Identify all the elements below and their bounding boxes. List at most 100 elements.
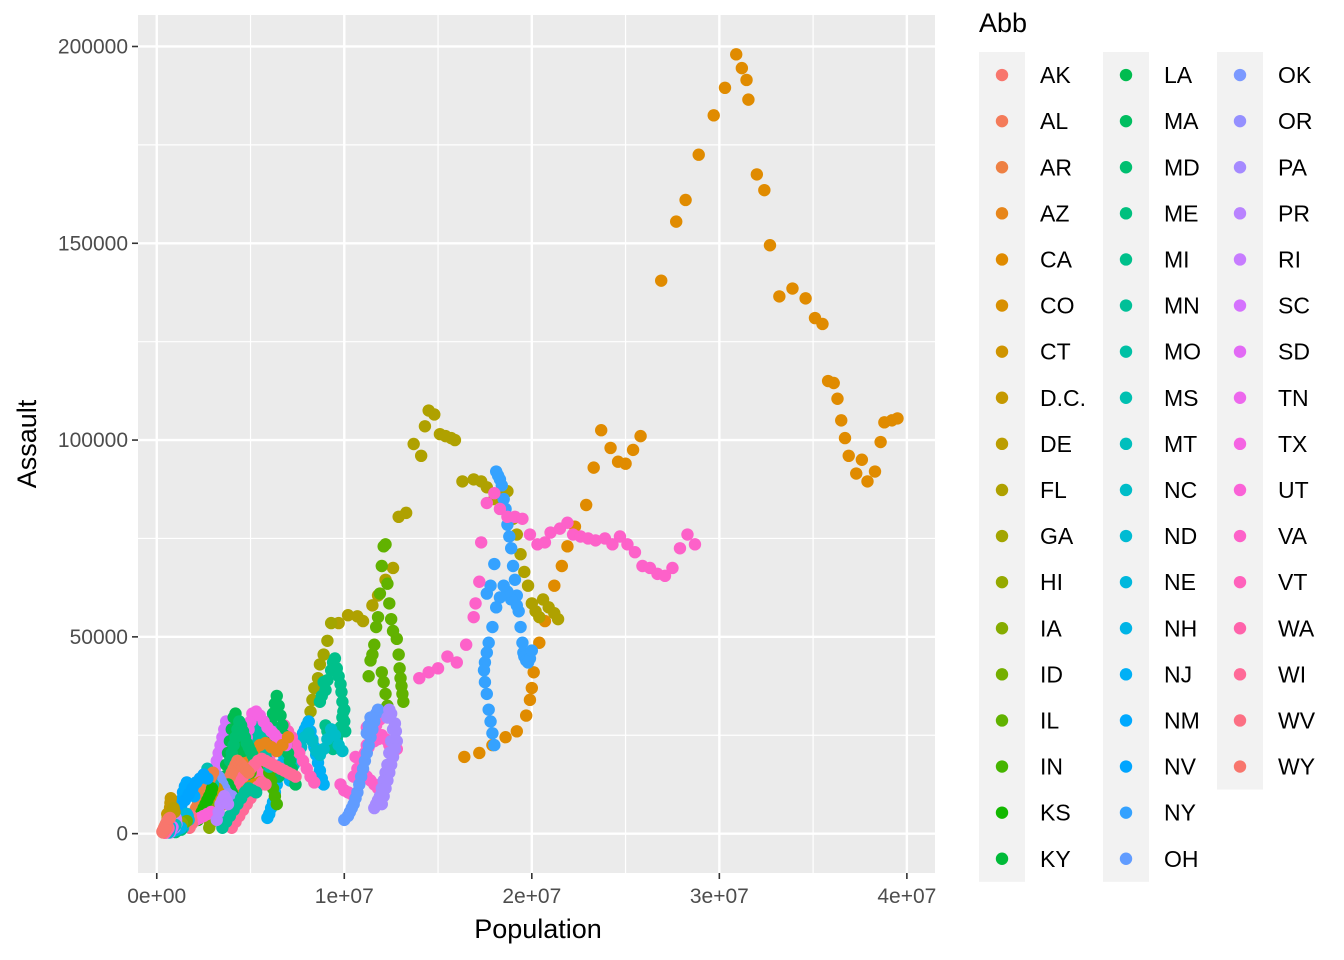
x-axis: 0e+00 1e+07 2e+07 3e+07 4e+07 <box>127 873 936 908</box>
legend-key <box>1233 622 1247 635</box>
legend-label: NY <box>1164 800 1196 826</box>
data-point <box>544 526 557 539</box>
legend-key <box>1119 714 1133 727</box>
data-point <box>422 666 435 679</box>
legend-label: WY <box>1278 754 1315 780</box>
data-point <box>561 516 574 529</box>
y-axis: 0 50000 100000 150000 200000 <box>58 35 138 846</box>
legend-key <box>1233 391 1247 404</box>
data-point <box>341 609 355 622</box>
legend-label: AR <box>1040 154 1072 180</box>
data-point <box>670 215 683 228</box>
legend-key <box>1119 852 1133 865</box>
legend-key <box>1119 483 1133 497</box>
legend-label: D.C. <box>1040 385 1086 411</box>
data-point <box>666 561 679 575</box>
legend-label: ID <box>1040 661 1063 687</box>
data-point <box>459 638 473 651</box>
data-point <box>484 715 497 728</box>
data-point <box>321 673 334 687</box>
data-point <box>692 148 705 161</box>
legend-key <box>1119 806 1133 819</box>
legend-key <box>1233 299 1247 312</box>
data-point <box>480 646 494 659</box>
data-point <box>735 61 749 75</box>
data-point <box>587 461 600 474</box>
data-point <box>594 424 608 437</box>
data-point <box>308 681 321 695</box>
legend-key <box>1119 575 1133 589</box>
legend-label: AZ <box>1040 200 1069 226</box>
data-point <box>450 656 463 669</box>
legend-key <box>1233 483 1247 497</box>
data-point <box>480 687 494 701</box>
legend-label: MN <box>1164 293 1200 319</box>
data-point <box>375 666 388 679</box>
data-point <box>319 683 332 697</box>
legend-key <box>995 714 1009 727</box>
data-point <box>831 392 844 405</box>
data-point <box>621 538 634 551</box>
legend-key <box>1233 760 1247 773</box>
data-point <box>480 496 494 510</box>
data-point <box>441 650 454 663</box>
data-point <box>414 449 428 463</box>
legend-label: IN <box>1040 754 1063 780</box>
data-point <box>377 675 390 689</box>
legend: Abb AK AL AR AZ CA CO CT D.C. DE FL GA HI IA ID IL IN KS… <box>979 8 1316 882</box>
data-point <box>390 632 403 646</box>
legend-label: GA <box>1040 523 1074 549</box>
data-point <box>418 420 432 433</box>
data-point <box>371 703 385 716</box>
data-point <box>306 734 319 748</box>
data-point <box>488 486 501 500</box>
legend-key <box>995 345 1009 358</box>
data-point <box>538 536 552 549</box>
data-point <box>816 317 829 331</box>
data-point <box>205 782 219 795</box>
legend-key <box>1233 668 1247 681</box>
legend-label: MD <box>1164 154 1200 180</box>
data-point <box>261 811 274 825</box>
legend-label: KS <box>1040 800 1071 826</box>
data-point <box>740 73 753 87</box>
data-point <box>259 778 272 791</box>
legend-key <box>1233 437 1247 451</box>
data-point <box>516 512 529 525</box>
data-point <box>317 648 330 661</box>
data-point <box>835 414 848 427</box>
data-point <box>508 573 522 586</box>
data-point <box>850 467 863 480</box>
legend-key <box>995 391 1009 404</box>
data-point <box>270 689 283 703</box>
legend-key <box>995 161 1009 174</box>
data-point <box>626 443 640 457</box>
data-point <box>393 662 406 675</box>
legend-label: SD <box>1278 339 1310 365</box>
data-point <box>467 610 480 624</box>
legend-key <box>1119 299 1133 312</box>
data-point <box>855 453 869 466</box>
data-point <box>681 528 694 541</box>
legend-key <box>995 483 1009 497</box>
legend-label: CA <box>1040 246 1073 272</box>
legend-key <box>995 806 1009 819</box>
data-point <box>304 705 317 718</box>
legend-label: IL <box>1040 707 1059 733</box>
data-point <box>707 109 720 122</box>
x-tick-label: 2e+07 <box>502 885 561 908</box>
data-point <box>274 709 287 722</box>
legend-key <box>995 575 1009 589</box>
legend-key <box>995 668 1009 681</box>
legend-key <box>1233 68 1247 82</box>
data-point <box>473 746 486 760</box>
legend-key <box>1119 760 1133 773</box>
data-point <box>338 703 351 716</box>
data-point <box>718 81 732 95</box>
data-point <box>302 715 315 728</box>
data-point <box>619 457 632 470</box>
x-tick-label: 4e+07 <box>877 885 936 908</box>
legend-key <box>995 760 1009 773</box>
legend-key <box>1119 68 1133 82</box>
data-point <box>493 502 507 516</box>
